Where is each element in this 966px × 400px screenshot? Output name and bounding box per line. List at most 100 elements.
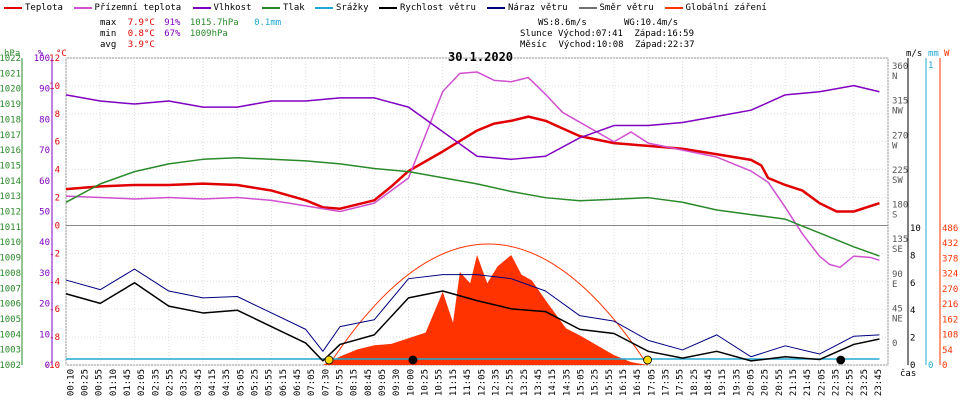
- legend-label: Globální záření: [685, 3, 767, 13]
- direction-compass-label: SE: [892, 245, 903, 255]
- x-tick-label: 12:05: [477, 369, 487, 396]
- hpa-tick-label: 1009: [0, 254, 21, 264]
- moonset-marker: [836, 355, 846, 365]
- hpa-tick-label: 1004: [0, 330, 21, 340]
- x-tick-label: 21:15: [789, 369, 799, 396]
- pct-tick-label: 90: [39, 85, 50, 95]
- sun-row: Slunce Východ:07:41 Západ:16:59: [520, 29, 694, 39]
- x-tick-label: 19:35: [732, 369, 742, 396]
- hpa-tick-label: 1010: [0, 238, 21, 248]
- x-tick-label: 18:25: [690, 369, 700, 396]
- x-tick-label: 22:35: [832, 369, 842, 396]
- x-tick-label: 13:45: [534, 369, 544, 396]
- x-tick-label: 06:15: [279, 369, 289, 396]
- direction-compass-label: W: [892, 141, 898, 151]
- hpa-tick-label: 1014: [0, 177, 21, 187]
- x-tick-label: 21:45: [803, 369, 813, 396]
- mm-axis-title: mm: [928, 49, 939, 59]
- x-tick-label: 15:25: [591, 369, 601, 396]
- x-tick-label: 16:15: [619, 369, 629, 396]
- x-tick-label: 19:15: [718, 369, 728, 396]
- x-tick-label: 09:30: [392, 369, 402, 396]
- hpa-tick-label: 1012: [0, 208, 21, 218]
- series-layer: [65, 71, 880, 362]
- x-tick-label: 13:25: [520, 369, 530, 396]
- hpa-tick-label: 1006: [0, 300, 21, 310]
- x-tick-label: 11:15: [449, 369, 459, 396]
- legend-swatch: [315, 6, 333, 9]
- temp-tick-label: 10: [49, 82, 60, 92]
- hpa-axis-title: hPa: [4, 49, 21, 59]
- series-line-tlak: [65, 157, 880, 257]
- wind-speed-info: WS:8.6m/s: [538, 18, 587, 28]
- sunrise: Východ:07:41: [557, 29, 623, 39]
- wm-tick-label: 486: [942, 224, 958, 234]
- pct-tick-label: 60: [39, 177, 50, 187]
- legend-swatch: [4, 6, 22, 9]
- x-tick-label: 22:05: [817, 369, 827, 396]
- legend-swatch: [73, 6, 92, 9]
- wm-tick-label: 216: [942, 300, 958, 310]
- x-tick-label: 02:55: [165, 369, 175, 396]
- x-tick-label: 07:05: [307, 369, 317, 396]
- x-tick-label: 12:55: [506, 369, 516, 396]
- temp-tick-label: 4: [55, 166, 60, 176]
- x-tick-label: 07:55: [336, 369, 346, 396]
- x-tick-label: 11:45: [463, 369, 473, 396]
- pct-tick-label: 40: [39, 238, 50, 248]
- x-tick-label: 10:25: [421, 369, 431, 396]
- x-tick-label: 02:35: [151, 369, 161, 396]
- stat-max-hum: 91%: [164, 18, 181, 28]
- legend-item: Tlak: [262, 3, 305, 13]
- x-axis-title: čas: [900, 369, 917, 379]
- series-line-vlhkost: [65, 84, 880, 161]
- pct-tick-label: 30: [39, 269, 50, 279]
- legend-item: Směr větru: [578, 3, 654, 13]
- x-tick-label: 08:15: [350, 369, 360, 396]
- legend-label: Teplota: [25, 3, 63, 13]
- ms-tick-label: 6: [910, 279, 915, 289]
- x-tick-label: 16:45: [633, 369, 643, 396]
- moonset: Západ:22:37: [634, 40, 695, 50]
- legend-item: Globální záření: [664, 3, 767, 13]
- x-tick-label: 00:55: [95, 369, 105, 396]
- sun-label: Slunce: [520, 29, 553, 39]
- hpa-tick-label: 1002: [0, 361, 21, 371]
- x-tick-label: 06:45: [293, 369, 303, 396]
- hpa-tick-label: 1019: [0, 100, 21, 110]
- radiation-area: [322, 255, 649, 365]
- moonrise-marker: [408, 355, 418, 365]
- legend-item: Rychlost větru: [379, 3, 476, 13]
- legend-swatch: [664, 6, 683, 9]
- x-tick-label: 01:10: [109, 369, 119, 396]
- legend-swatch: [578, 6, 597, 9]
- x-tick-label: 01:45: [123, 369, 133, 396]
- legend-item: Náraz větru: [487, 3, 568, 13]
- global-radiation-series: [322, 243, 649, 366]
- legend-label: Tlak: [283, 3, 305, 13]
- legend-item: Srážky: [315, 3, 369, 13]
- pct-tick-label: 20: [39, 300, 50, 310]
- temp-axis-title: °C: [56, 49, 67, 59]
- theoretical-radiation-arc: [328, 243, 648, 366]
- stat-avg-label: avg: [100, 40, 117, 50]
- series-line-n-raz-v-tru: [65, 268, 880, 358]
- ms-tick-label: 8: [910, 251, 915, 261]
- x-tick-label: 14:15: [548, 369, 558, 396]
- legend-label: Vlhkost: [213, 3, 252, 13]
- legend-label: Přízemní teplota: [94, 3, 182, 13]
- legend-label: Směr větru: [599, 3, 654, 13]
- hpa-tick-label: 1022: [0, 54, 21, 64]
- wm-tick-label: 0: [942, 361, 947, 371]
- stat-min-row: min 0.8°C 67% 1009hPa: [100, 29, 228, 39]
- temp-tick-label: 12: [49, 54, 60, 64]
- legend-label: Náraz větru: [508, 3, 568, 13]
- x-tick-label: 17:35: [661, 369, 671, 396]
- axes-layer: -10-8-6-4-202468101210021003100410051006…: [0, 54, 958, 396]
- x-tick-label: 05:05: [236, 369, 246, 396]
- direction-compass-label: E: [892, 280, 897, 290]
- direction-tick-label: 90: [892, 270, 903, 280]
- temp-tick-label: -8: [49, 333, 60, 343]
- stat-min-press: 1009hPa: [189, 29, 228, 39]
